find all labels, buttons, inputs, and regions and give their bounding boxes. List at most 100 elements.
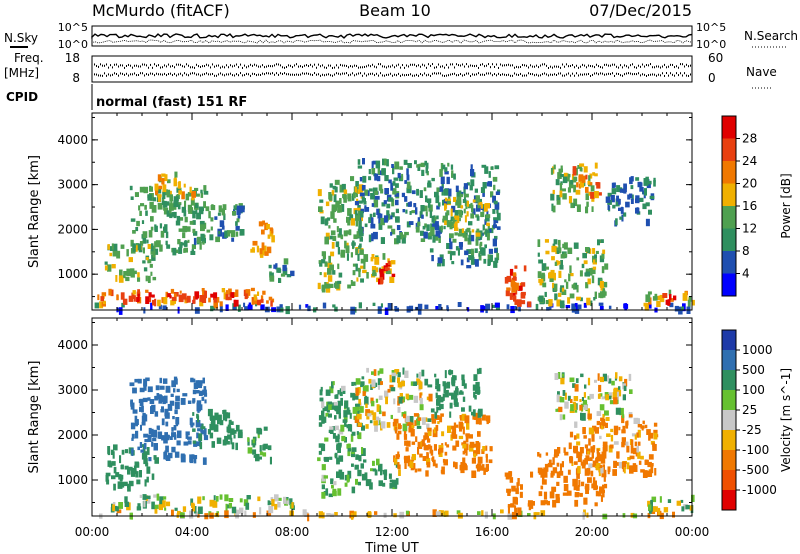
range-gate-cell xyxy=(594,291,597,299)
colorbar-swatch xyxy=(722,490,736,510)
range-gate-cell xyxy=(600,376,604,383)
range-gate-cell xyxy=(349,214,354,221)
range-gate-cell xyxy=(125,276,130,282)
range-gate-cell xyxy=(592,460,597,466)
range-gate-cell xyxy=(416,425,422,429)
range-gate-cell xyxy=(147,386,153,393)
range-gate-cell xyxy=(570,399,573,403)
range-gate-cell xyxy=(202,457,207,465)
range-gate-cell xyxy=(376,208,380,215)
range-gate-cell xyxy=(479,417,482,425)
range-gate-cell xyxy=(545,452,549,456)
range-gate-cell xyxy=(449,241,453,250)
freq-dot xyxy=(616,65,617,68)
nave-dot xyxy=(510,74,511,77)
range-gate-cell xyxy=(585,488,589,494)
range-gate-cell xyxy=(235,509,240,514)
nave-dot xyxy=(500,74,501,77)
range-gate-cell xyxy=(153,406,156,412)
range-gate-cell xyxy=(406,421,412,426)
range-gate-cell xyxy=(317,282,321,290)
range-gate-cell xyxy=(409,460,414,468)
range-gate-cell xyxy=(374,257,380,265)
freq-dot xyxy=(448,66,449,69)
range-gate-cell xyxy=(219,220,225,228)
freq-dot xyxy=(344,64,345,67)
y-tick-label: 4000 xyxy=(57,133,88,147)
freq-dot xyxy=(472,64,473,67)
range-gate-cell xyxy=(328,404,333,410)
range-gate-cell xyxy=(606,433,611,437)
range-gate-cell xyxy=(602,464,605,471)
range-gate-cell xyxy=(628,414,633,418)
range-gate-cell xyxy=(283,496,287,504)
range-gate-cell xyxy=(189,510,194,519)
range-gate-cell xyxy=(622,413,625,419)
range-gate-cell xyxy=(383,200,387,205)
range-gate-cell xyxy=(551,486,557,492)
range-gate-cell xyxy=(137,378,142,384)
range-gate-cell xyxy=(235,231,239,237)
range-gate-cell xyxy=(162,399,166,405)
range-gate-cell xyxy=(430,226,435,235)
nave-dot xyxy=(466,72,467,75)
range-gate-cell xyxy=(264,251,269,256)
range-gate-cell xyxy=(691,494,695,502)
nave-dot xyxy=(620,74,621,77)
range-gate-cell xyxy=(537,252,540,257)
range-gate-cell xyxy=(149,263,153,268)
range-gate-cell xyxy=(398,423,401,430)
y-axis-label: Slant Range [km] xyxy=(27,361,42,474)
range-gate-cell xyxy=(451,205,456,213)
range-gate-cell xyxy=(160,244,163,252)
range-gate-cell xyxy=(121,449,125,455)
range-gate-cell xyxy=(436,406,439,413)
range-gate-cell xyxy=(370,397,374,404)
range-gate-cell xyxy=(437,407,442,411)
range-gate-cell xyxy=(145,289,149,293)
freq-dot xyxy=(186,63,187,66)
range-gate-cell xyxy=(116,250,121,259)
freq-dot xyxy=(264,66,265,69)
nave-dot xyxy=(300,73,301,76)
range-gate-cell xyxy=(656,301,661,307)
range-gate-cell xyxy=(453,398,458,406)
colorbar-tick-label: -100 xyxy=(742,443,769,457)
range-gate-cell xyxy=(322,302,327,309)
range-gate-cell xyxy=(557,391,560,396)
nave-dot xyxy=(528,72,529,75)
range-gate-cell xyxy=(629,389,633,394)
range-gate-cell xyxy=(438,403,444,410)
range-gate-cell xyxy=(626,420,629,426)
range-gate-cell xyxy=(330,211,335,219)
freq-dot xyxy=(376,66,377,69)
range-gate-cell xyxy=(149,201,154,209)
freq-dot xyxy=(324,66,325,69)
range-gate-cell xyxy=(191,244,196,250)
range-gate-cell xyxy=(329,264,334,271)
range-gate-cell xyxy=(590,446,595,453)
range-gate-cell xyxy=(587,477,592,483)
range-gate-cell xyxy=(411,425,415,429)
range-gate-cell xyxy=(559,300,565,308)
range-gate-cell xyxy=(307,513,310,522)
range-gate-cell xyxy=(602,281,608,288)
range-gate-cell xyxy=(356,403,359,411)
range-gate-cell xyxy=(651,496,657,503)
range-gate-cell xyxy=(439,416,443,423)
range-gate-cell xyxy=(638,460,642,465)
nave-dot xyxy=(206,72,207,75)
y-axis-label: Slant Range [km] xyxy=(27,155,42,268)
range-gate-cell xyxy=(226,412,231,419)
nave-dot xyxy=(222,73,223,76)
range-gate-cell xyxy=(179,241,183,248)
range-gate-cell xyxy=(383,472,387,480)
range-gate-cell xyxy=(561,188,566,192)
range-gate-cell xyxy=(357,189,361,194)
range-gate-cell xyxy=(347,451,351,457)
range-gate-cell xyxy=(181,242,185,246)
freq-dot xyxy=(200,65,201,68)
freq-dot xyxy=(100,63,101,66)
nave-dot xyxy=(554,73,555,76)
range-gate-cell xyxy=(517,299,522,307)
